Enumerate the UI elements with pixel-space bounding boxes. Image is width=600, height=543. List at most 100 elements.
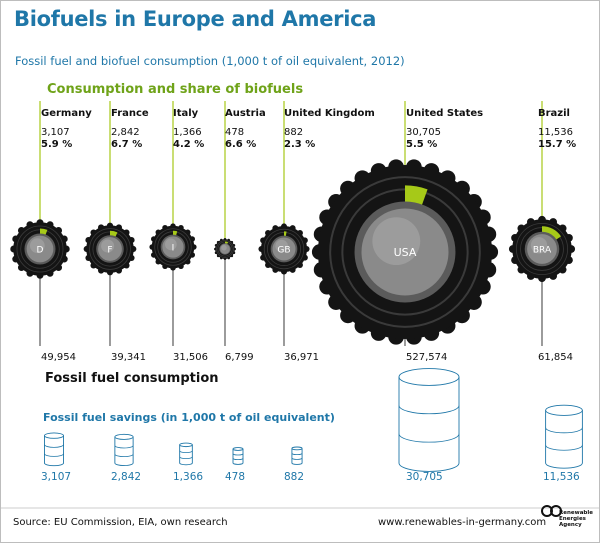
tire-groove	[329, 176, 481, 328]
fuel-saving-value: 478	[225, 471, 246, 483]
barrel-hoop	[232, 453, 244, 456]
fossil-consumption-value: 39,341	[111, 352, 146, 363]
fuel-saving-value: 30,705	[406, 471, 443, 483]
fossil-consumption-value: 31,506	[173, 352, 208, 363]
barrel-lid	[114, 433, 134, 440]
barrel-hoop	[114, 445, 134, 449]
country-code-label: F	[107, 246, 112, 256]
country-code-label: GB	[277, 246, 290, 256]
rim-highlight	[101, 239, 115, 253]
logo-line: Agency	[559, 522, 582, 528]
barrel-hoop	[179, 456, 193, 460]
biofuel-share-value: 4.2 %	[173, 139, 205, 150]
barrel-hoop	[398, 433, 460, 443]
biofuel-consumption-value: 2,842	[111, 127, 140, 138]
logo-line: Energies	[559, 516, 586, 522]
fuel-saving-value: 3,107	[41, 471, 72, 483]
tire-groove	[16, 225, 64, 273]
tire-groove	[515, 222, 569, 276]
country-name: Austria	[225, 108, 266, 119]
country-code-label: USA	[394, 246, 417, 259]
biofuel-share-value: 6.6 %	[225, 139, 257, 150]
barrel-body	[114, 436, 134, 467]
country-group: GB	[258, 101, 310, 346]
biofuel-share-value: 2.3 %	[284, 139, 316, 150]
page-subtitle: Fossil fuel and biofuel consumption (1,0…	[15, 54, 405, 68]
barrel-lid	[44, 432, 64, 439]
barrel-hoop	[232, 458, 244, 461]
biofuel-consumption-value: 1,366	[173, 127, 202, 138]
barrel-lid	[545, 404, 583, 416]
country-code-label: D	[37, 246, 44, 256]
oil-barrel	[232, 447, 244, 465]
fuel-saving-value: 2,842	[111, 471, 142, 483]
fossil-consumption-value: 527,574	[406, 352, 448, 363]
barrel-hoop	[545, 444, 583, 451]
country-name: Germany	[41, 108, 92, 119]
tire-groove	[216, 240, 234, 258]
oil-barrel	[114, 433, 134, 467]
country-name: United States	[406, 108, 484, 119]
page-title: Biofuels in Europe and America	[14, 7, 377, 31]
oil-barrel	[291, 446, 303, 465]
barrel-hoop	[44, 453, 64, 457]
barrel-body	[545, 410, 583, 469]
oil-barrel	[398, 368, 460, 472]
biofuel-consumption-value: 882	[284, 127, 304, 138]
barrel-lid	[291, 446, 303, 451]
country-group	[214, 101, 236, 346]
biofuel-consumption-value: 3,107	[41, 127, 70, 138]
country-group: BRA	[508, 101, 576, 346]
logo-ring-right	[550, 505, 562, 517]
barrel-body	[179, 444, 193, 466]
oil-barrel	[44, 432, 64, 467]
barrel-hoop	[44, 444, 64, 448]
rim-highlight	[221, 245, 227, 251]
barrel-hoop	[114, 453, 134, 458]
fuel-saving-value: 882	[284, 471, 305, 483]
barrel-lid	[232, 447, 244, 451]
country-name: France	[111, 108, 149, 119]
biofuel-share-value: 6.7 %	[111, 139, 143, 150]
barrel-body	[398, 377, 460, 472]
barrel-hoop	[398, 405, 460, 415]
fuel-saving-value: 1,366	[173, 471, 204, 483]
country-group: D	[10, 101, 70, 346]
agency-logo-text: Renewable Energies Agency	[559, 510, 593, 528]
biofuel-consumption-value: 11,536	[538, 127, 573, 138]
fossil-consumption-value: 49,954	[41, 352, 76, 363]
barrel-body	[232, 449, 244, 465]
country-name: Italy	[173, 108, 199, 119]
source-note: Source: EU Commission, EIA, own research	[13, 517, 228, 528]
fuel-saving-value: 11,536	[543, 471, 580, 483]
website-url: www.renewables-in-germany.com	[378, 517, 547, 528]
rim-highlight	[275, 239, 289, 253]
barrel-hoop	[545, 427, 583, 434]
fossil-consumption-value: 61,854	[538, 352, 573, 363]
country-group: F	[83, 101, 137, 346]
biofuel-consumption-value: 478	[225, 127, 245, 138]
biofuel-share-value: 5.5 %	[406, 139, 438, 150]
logo-line: Renewable	[559, 510, 593, 516]
rim-highlight	[530, 237, 548, 254]
rim-highlight	[29, 238, 45, 254]
oil-barrel	[545, 404, 583, 469]
country-code-label: BRA	[533, 246, 552, 256]
country-name: Brazil	[538, 108, 570, 119]
barrel-body	[291, 448, 303, 465]
rim-highlight	[372, 217, 421, 266]
barrel-body	[44, 435, 64, 467]
oil-barrel	[179, 442, 193, 466]
section-savings-heading: Fossil fuel savings (in 1,000 t of oil e…	[43, 411, 335, 424]
biofuel-share-value: 5.9 %	[41, 139, 73, 150]
barrel-hoop	[291, 457, 303, 460]
country-code-label: I	[172, 244, 175, 254]
barrel-lid	[179, 442, 193, 448]
section-fossil-heading: Fossil fuel consumption	[45, 371, 219, 386]
country-group: I	[149, 101, 197, 346]
country-name: United Kingdom	[284, 108, 375, 119]
barrel-lid	[398, 368, 460, 386]
country-group: USA	[311, 101, 499, 346]
tire-groove	[89, 228, 131, 270]
barrel-hoop	[291, 453, 303, 456]
